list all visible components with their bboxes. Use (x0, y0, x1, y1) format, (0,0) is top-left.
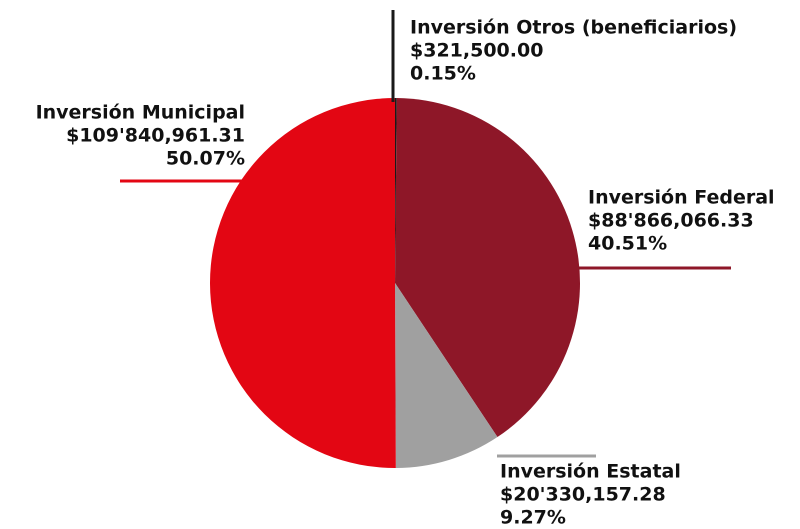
slice-percent: 40.51% (588, 233, 667, 255)
slice-percent: 9.27% (500, 507, 566, 529)
slice-amount: $109'840,961.31 (66, 125, 245, 147)
slice-label: Inversión Federal (588, 187, 775, 209)
slice-amount: $20'330,157.28 (500, 484, 666, 506)
slice-label: Inversión Estatal (500, 461, 681, 483)
slice-percent: 50.07% (166, 148, 245, 170)
slice-amount: $321,500.00 (410, 40, 543, 62)
slice-label: Inversión Otros (beneficiarios) (410, 17, 737, 39)
slice-percent: 0.15% (410, 63, 476, 85)
slice-label: Inversión Municipal (36, 102, 245, 124)
pie-slice (395, 98, 580, 438)
pie-slice (395, 98, 397, 283)
pie-slice (209, 98, 396, 468)
pie-slice (395, 283, 498, 468)
slice-amount: $88'866,066.33 (588, 210, 754, 232)
